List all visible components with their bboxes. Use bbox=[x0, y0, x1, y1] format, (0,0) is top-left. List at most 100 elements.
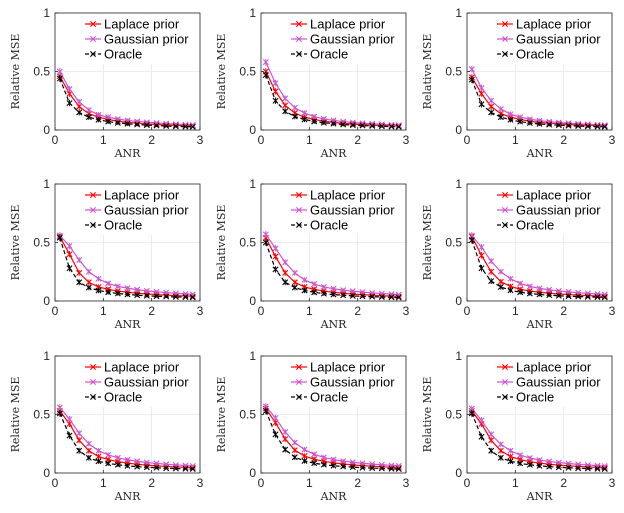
subplot-3-series-gaussian-prior-point-1 bbox=[478, 84, 485, 91]
subplot-1-series-oracle-point-12-stroke-b bbox=[172, 123, 179, 130]
subplot-8-xtick-label-3: 3 bbox=[403, 476, 410, 490]
subplot-5-series-gaussian-prior-point-3 bbox=[291, 269, 298, 276]
subplot-3-series-oracle-point-11-stroke-b bbox=[575, 123, 582, 130]
subplot-7-series-oracle-point-2-stroke-b bbox=[76, 447, 83, 454]
subplot-8-series-gaussian-prior-point-5 bbox=[311, 451, 318, 458]
subplot-3-legend-entry-2: Oracle bbox=[497, 47, 554, 62]
subplot-1-series-oracle-point-10 bbox=[153, 122, 160, 129]
subplot-5-legend-box bbox=[288, 185, 404, 235]
subplot-7-series-oracle-point-12-stroke-b bbox=[172, 465, 179, 472]
subplot-5-legend-entry-0-marker-stroke-b bbox=[296, 192, 302, 198]
subplot-5-xlabel: ANR bbox=[320, 318, 348, 331]
subplot-6-series-laplace-prior-point-1-stroke-b bbox=[478, 252, 485, 259]
subplot-3-series-oracle-point-0 bbox=[468, 76, 475, 83]
subplot-3-ylabel: Relative MSE bbox=[421, 34, 434, 110]
subplot-3-series-gaussian-prior-point-12-stroke-b bbox=[584, 121, 591, 128]
subplot-2-series-laplace-prior-point-1-stroke-b bbox=[272, 88, 279, 95]
subplot-8-series-oracle-point-8 bbox=[340, 463, 347, 470]
subplot-6-series-gaussian-prior-point-9-stroke-b bbox=[555, 287, 562, 294]
subplot-1-series-oracle-point-3 bbox=[85, 114, 92, 121]
subplot-8-series-gaussian-prior-point-0-stroke-b bbox=[262, 403, 269, 410]
subplot-8-series-oracle-point-6-stroke-b bbox=[320, 461, 327, 468]
subplot-7-series-gaussian-prior bbox=[56, 404, 196, 469]
subplot-1-series-gaussian-prior-point-3 bbox=[85, 107, 92, 114]
subplot-7-series-gaussian-prior-point-2 bbox=[76, 430, 83, 437]
subplot-1-series-oracle-point-3-stroke-b bbox=[85, 114, 92, 121]
subplot-1-legend-entry-2-label: Oracle bbox=[104, 47, 142, 62]
subplot-6-series-oracle-point-2-stroke-b bbox=[488, 278, 495, 285]
subplot-1-series-oracle-point-5 bbox=[105, 118, 112, 125]
subplot-3-series-oracle-point-3 bbox=[497, 114, 504, 121]
subplot-5-legend-entry-0-marker bbox=[296, 192, 302, 198]
subplot-9-series-gaussian-prior-point-0 bbox=[468, 405, 475, 412]
subplot-8-series-oracle-point-7-stroke-b bbox=[330, 462, 337, 469]
subplot-7-xtick-label-0: 0 bbox=[52, 476, 59, 490]
subplot-1-series-oracle-point-14 bbox=[189, 123, 196, 130]
subplot-7-series-oracle-point-3-stroke-b bbox=[85, 454, 92, 461]
subplot-6-series-oracle-point-3-stroke-b bbox=[497, 283, 504, 290]
subplot-6-legend-entry-0-label: Laplace prior bbox=[516, 188, 592, 203]
subplot-3-series-laplace-prior-point-1 bbox=[478, 90, 485, 97]
subplot-6-series-gaussian-prior-point-10-stroke-b bbox=[565, 288, 572, 295]
subplot-6-xtick-label-3: 3 bbox=[609, 304, 616, 318]
subplot-2-series-laplace-prior-point-14 bbox=[395, 123, 402, 130]
subplot-7-series-gaussian-prior-point-9 bbox=[143, 459, 150, 466]
subplot-2-series-oracle-point-8 bbox=[340, 121, 347, 128]
subplot-7-series-gaussian-prior-point-4 bbox=[95, 447, 102, 454]
subplot-7-legend-entry-2-label: Oracle bbox=[104, 390, 142, 405]
subplot-4-legend-entry-0-marker-stroke-b bbox=[90, 192, 96, 198]
subplot-6-ytick-label-2: 1 bbox=[455, 177, 462, 191]
subplot-7-series-oracle-point-12 bbox=[172, 465, 179, 472]
subplot-5-series-oracle-point-6 bbox=[320, 290, 327, 297]
subplot-2-series-oracle-point-14 bbox=[395, 123, 402, 130]
subplot-1-series-oracle-point-10-stroke-b bbox=[153, 122, 160, 129]
subplot-4-legend-entry-2-marker-stroke-b bbox=[90, 222, 96, 228]
subplot-3-xtick-label-1: 1 bbox=[512, 133, 519, 147]
subplot-6-series-gaussian-prior-point-2 bbox=[488, 258, 495, 265]
subplot-7-series-laplace-prior-point-3-stroke-b bbox=[85, 447, 92, 454]
subplot-7-series-oracle-point-6 bbox=[114, 461, 121, 468]
subplot-8-series-gaussian-prior-point-1-stroke-b bbox=[272, 415, 279, 421]
subplot-1-series-oracle bbox=[56, 75, 196, 130]
subplot-5-series-gaussian-prior-point-2-stroke-b bbox=[282, 259, 289, 266]
subplot-8-series-gaussian-prior-point-8-stroke-b bbox=[340, 458, 347, 465]
subplot-3-series-oracle-point-2-stroke-b bbox=[488, 109, 495, 116]
subplot-9-series-oracle-point-14 bbox=[601, 466, 608, 473]
subplot-9-series-gaussian-prior-point-5 bbox=[517, 452, 524, 459]
subplot-9-legend-entry-2-marker-stroke-b bbox=[502, 394, 508, 400]
subplot-4-series-gaussian-prior-point-9-stroke-b bbox=[143, 287, 150, 294]
subplot-5-xtick-label-2: 2 bbox=[354, 304, 361, 318]
subplot-8-series-oracle-point-10 bbox=[359, 464, 366, 471]
subplot-8-series-gaussian-prior-point-10 bbox=[359, 460, 366, 467]
subplot-6-legend-entry-1-marker-stroke-b bbox=[502, 207, 508, 213]
subplot-6-series-laplace-prior-point-6-stroke-b bbox=[526, 287, 533, 294]
subplot-7-legend-box bbox=[82, 357, 198, 407]
subplot-6-series-gaussian-prior-point-7-stroke-b bbox=[536, 285, 543, 292]
subplot-3-series-oracle-point-13-stroke-b bbox=[594, 123, 601, 130]
subplot-9-series-gaussian-prior-point-9-stroke-b bbox=[555, 459, 562, 466]
subplot-2-series-oracle-point-2 bbox=[282, 108, 289, 115]
subplot-3-series-laplace-prior-point-14-stroke-b bbox=[601, 122, 608, 129]
subplot-1-series-oracle-point-9-stroke-b bbox=[143, 122, 150, 129]
subplot-9-legend-entry-0: Laplace prior bbox=[497, 360, 592, 375]
subplot-7-legend-entry-2: Oracle bbox=[85, 390, 142, 405]
subplot-7-series-laplace-prior-point-3 bbox=[85, 447, 92, 454]
subplot-7-series-gaussian-prior-point-7 bbox=[124, 456, 131, 463]
subplot-9-series-oracle-point-1 bbox=[478, 433, 485, 440]
subplot-7-series-gaussian-prior-point-0 bbox=[56, 404, 63, 411]
subplot-9-series-oracle-point-9 bbox=[555, 464, 562, 471]
subplot-4-series-gaussian-prior-point-7 bbox=[124, 285, 131, 292]
subplot-9-series-gaussian-prior bbox=[468, 405, 608, 470]
subplot-1-series-gaussian-prior-point-14-stroke-b bbox=[189, 121, 196, 128]
subplot-2-series-oracle-point-4 bbox=[301, 116, 308, 123]
subplot-7: 0 1 2 3 0 0.5 1 ANR Relative MSE Laplace priorGau… bbox=[9, 349, 204, 503]
subplot-9-legend-entry-2-marker bbox=[502, 394, 508, 400]
subplot-8-series-gaussian-prior-point-7 bbox=[330, 456, 337, 463]
subplot-9-series-oracle-point-6-stroke-b bbox=[526, 461, 533, 468]
subplot-9-legend-entry-1: Gaussian prior bbox=[497, 375, 601, 390]
subplot-6-series-gaussian-prior-point-4-stroke-b bbox=[507, 275, 514, 282]
subplot-8-series-oracle-line bbox=[265, 410, 399, 470]
subplot-7-series-oracle-point-6-stroke-b bbox=[114, 461, 121, 468]
subplot-2-series-oracle-point-3 bbox=[291, 113, 298, 120]
subplot-3-series-oracle-point-0-stroke-b bbox=[468, 76, 475, 83]
